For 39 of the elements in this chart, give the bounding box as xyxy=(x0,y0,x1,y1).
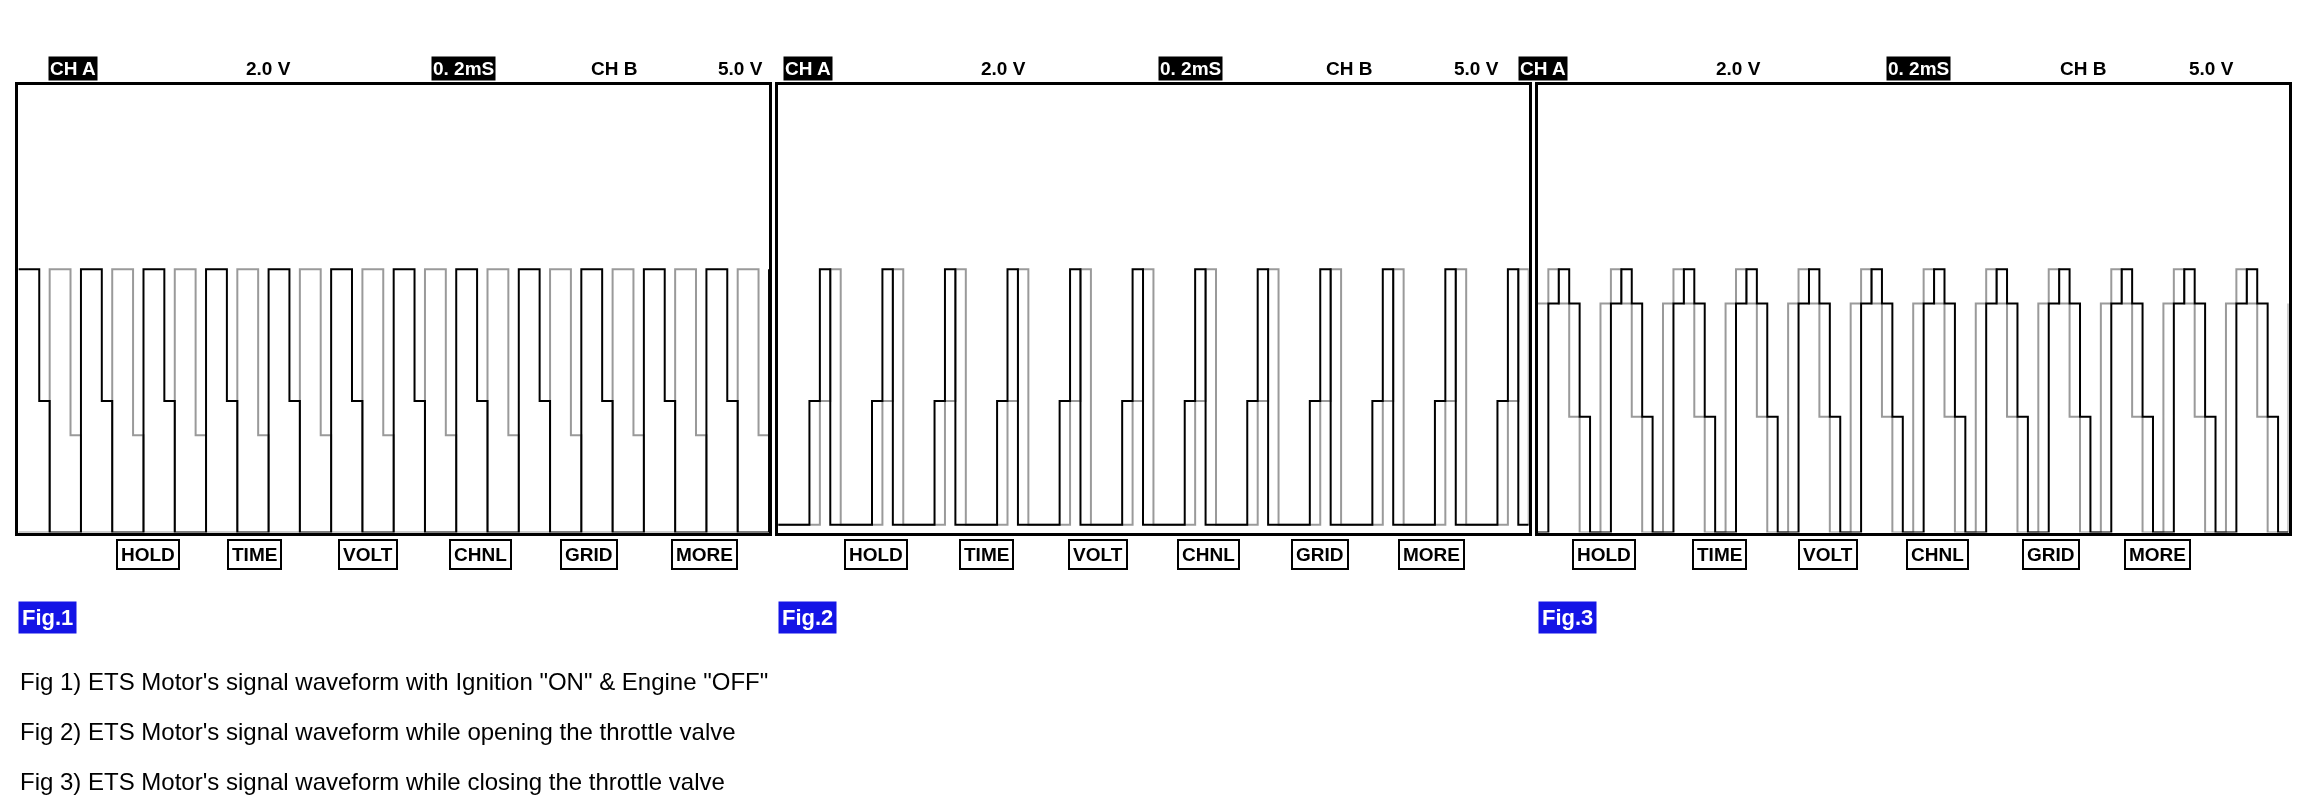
text: MORE xyxy=(2129,544,2186,565)
text: MORE xyxy=(1403,544,1460,565)
text: VOLT xyxy=(343,544,393,565)
text: MORE xyxy=(676,544,733,565)
text: VOLT xyxy=(1073,544,1123,565)
text: 5.0 V xyxy=(718,58,763,79)
text: CHNL xyxy=(1911,544,1965,565)
text: 2.0 V xyxy=(1716,58,1761,79)
text: CH A xyxy=(1520,58,1567,79)
text: CHNL xyxy=(1182,544,1236,565)
text: Fig.2 xyxy=(782,605,834,630)
text: Fig.1 xyxy=(22,605,74,630)
text: 5.0 V xyxy=(1454,58,1499,79)
text: 0. 2mS xyxy=(433,58,495,79)
text: CH A xyxy=(50,58,97,79)
text: Fig.3 xyxy=(1542,605,1594,630)
text: TIME xyxy=(232,544,278,565)
text: CH B xyxy=(2060,58,2107,79)
text: GRID xyxy=(1296,544,1344,565)
text: CH B xyxy=(591,58,638,79)
text: 5.0 V xyxy=(2189,58,2234,79)
text: 2.0 V xyxy=(246,58,291,79)
text: HOLD xyxy=(121,544,175,565)
caption: Fig 2) ETS Motor's signal waveform while opening the throttle valve xyxy=(20,718,736,745)
text: HOLD xyxy=(849,544,903,565)
text: TIME xyxy=(964,544,1010,565)
text: TIME xyxy=(1697,544,1743,565)
text: 2.0 V xyxy=(981,58,1026,79)
text: CH A xyxy=(785,58,832,79)
text: HOLD xyxy=(1577,544,1631,565)
caption: Fig 3) ETS Motor's signal waveform while closing the throttle valve xyxy=(20,768,725,795)
text: GRID xyxy=(565,544,613,565)
text: 0. 2mS xyxy=(1888,58,1950,79)
text: 0. 2mS xyxy=(1160,58,1222,79)
text: VOLT xyxy=(1803,544,1853,565)
text: CH B xyxy=(1326,58,1373,79)
text: GRID xyxy=(2027,544,2075,565)
text: CHNL xyxy=(454,544,508,565)
caption: Fig 1) ETS Motor's signal waveform with Ignition "ON" & Engine "OFF" xyxy=(20,668,769,695)
